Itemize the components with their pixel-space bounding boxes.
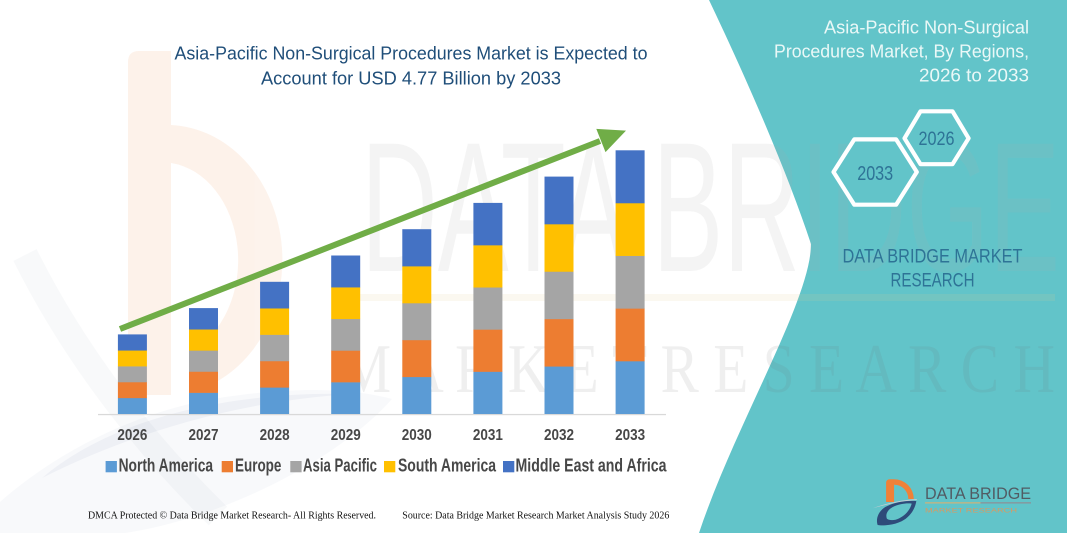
svg-text:2033: 2033 <box>857 163 893 185</box>
svg-text:Asia-Pacific Non-Surgical Proc: Asia-Pacific Non-Surgical Procedures Mar… <box>175 44 648 64</box>
svg-text:2031: 2031 <box>473 427 503 444</box>
svg-text:2030: 2030 <box>402 427 432 444</box>
svg-text:2028: 2028 <box>260 427 290 444</box>
svg-text:RESEARCH: RESEARCH <box>891 270 975 291</box>
svg-text:Account for USD 4.77 Billion b: Account for USD 4.77 Billion by 2033 <box>261 69 561 89</box>
svg-text:Asia Pacific: Asia Pacific <box>303 455 377 476</box>
svg-text:Asia-Pacific Non-Surgical: Asia-Pacific Non-Surgical <box>824 18 1029 38</box>
svg-text:2026: 2026 <box>919 129 955 150</box>
svg-text:MARKET RESEARCH: MARKET RESEARCH <box>925 509 1017 515</box>
svg-text:2029: 2029 <box>331 427 361 444</box>
svg-text:2027: 2027 <box>189 427 219 444</box>
svg-text:2033: 2033 <box>615 427 645 444</box>
svg-text:South America: South America <box>398 455 497 476</box>
svg-text:2026: 2026 <box>117 427 147 444</box>
svg-text:Procedures Market, By Regions,: Procedures Market, By Regions, <box>774 42 1029 62</box>
svg-text:North America: North America <box>119 455 214 476</box>
svg-text:M A R K E T R E S E A R C H: M A R K E T R E S E A R C H <box>340 331 1055 408</box>
svg-text:DMCA Protected © Data Bridge M: DMCA Protected © Data Bridge Market Rese… <box>88 511 376 522</box>
svg-text:Source: Data Bridge Market Res: Source: Data Bridge Market Research Mark… <box>402 511 669 522</box>
svg-text:Middle East and Africa: Middle East and Africa <box>516 455 668 476</box>
svg-text:DATA BRIDGE MARKET: DATA BRIDGE MARKET <box>843 247 1023 268</box>
svg-text:2026 to 2033: 2026 to 2033 <box>919 66 1029 86</box>
svg-text:Europe: Europe <box>235 455 281 476</box>
svg-text:2032: 2032 <box>544 427 574 444</box>
svg-text:DATA BRIDGE: DATA BRIDGE <box>925 484 1031 503</box>
